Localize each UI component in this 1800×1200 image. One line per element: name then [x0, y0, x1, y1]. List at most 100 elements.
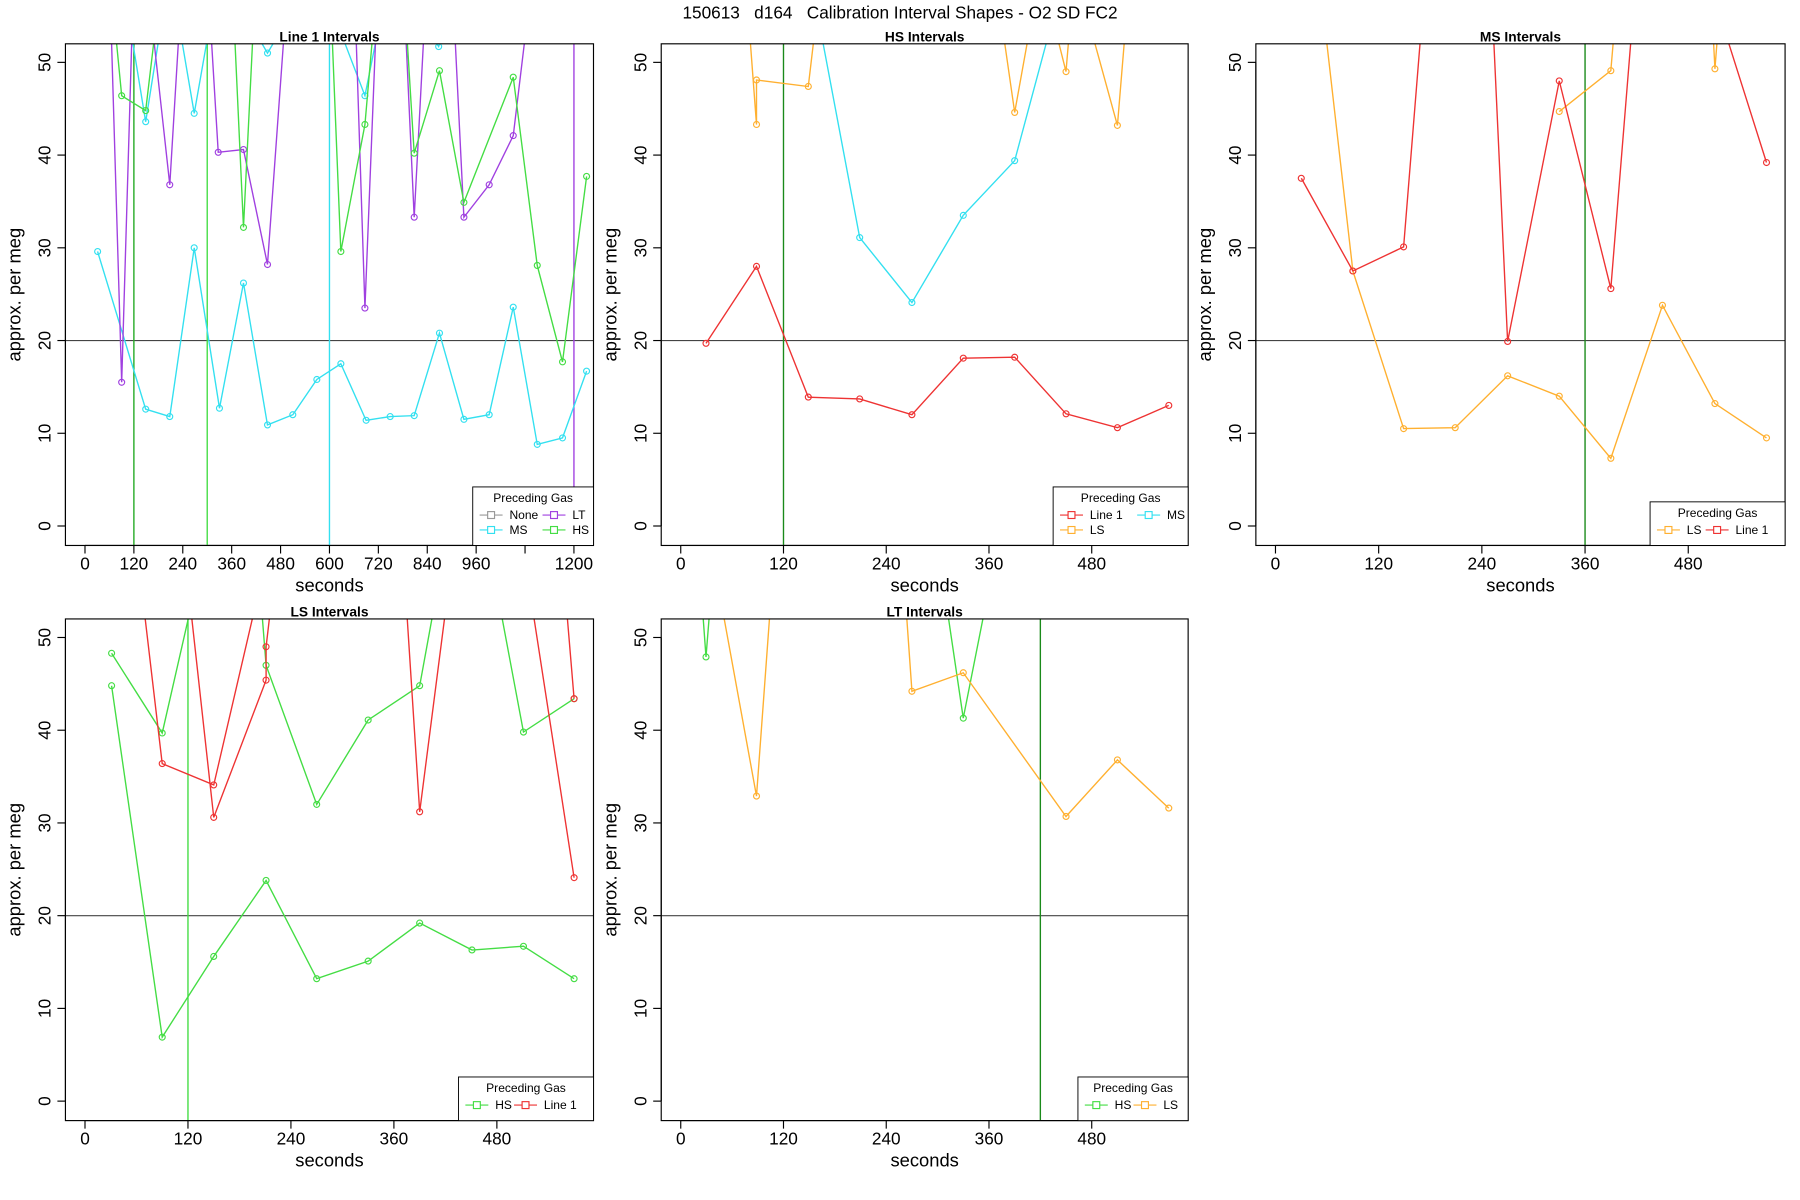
legend-label: LT	[572, 508, 586, 522]
panel: LS Intervals seconds approx. per meg 0 120 24…	[4, 605, 595, 1171]
data-point	[702, 339, 710, 347]
data-point	[485, 411, 493, 419]
legend-box	[1052, 486, 1189, 546]
y-tick-label: 20	[35, 331, 55, 350]
data-point	[558, 358, 567, 366]
data-point	[313, 800, 321, 808]
data-point	[804, 82, 812, 91]
data-point	[214, 148, 222, 156]
legend-box	[458, 1076, 594, 1122]
legend-label: Line 1	[1090, 508, 1123, 522]
data-point	[289, 411, 297, 419]
data-point	[410, 412, 418, 420]
x-tick-label: 240	[872, 554, 901, 574]
panel: HS Intervals seconds approx. per meg 0 120 24…	[599, 30, 1189, 595]
data-point	[362, 416, 370, 424]
data-point	[435, 67, 444, 75]
data-point	[583, 172, 591, 180]
series-line	[705, 264, 1170, 429]
series-line	[1326, 43, 1767, 460]
data-point	[1011, 353, 1019, 361]
data-point	[1607, 454, 1615, 462]
data-point	[416, 682, 424, 690]
data-point	[1062, 410, 1070, 418]
y-tick-label: 20	[1225, 331, 1245, 350]
x-tick-label: 480	[266, 554, 295, 574]
x-tick-label: 120	[174, 1129, 203, 1149]
data-point	[262, 676, 270, 684]
data-point	[1113, 424, 1121, 432]
data-point	[1349, 267, 1357, 275]
x-tick-label: 240	[1468, 554, 1497, 574]
x-tick-label: 360	[380, 1129, 409, 1149]
y-tick-label: 40	[630, 721, 650, 740]
data-point	[1607, 285, 1615, 293]
data-point	[337, 247, 345, 256]
x-tick-label: 360	[1571, 554, 1600, 574]
y-axis-label: approx. per meg	[4, 803, 25, 937]
series-line	[1300, 43, 1768, 342]
data-point	[533, 261, 541, 269]
data-point	[959, 354, 967, 362]
x-tick-label: 480	[1077, 1129, 1106, 1149]
data-point	[313, 975, 321, 983]
legend-box	[1649, 501, 1786, 546]
y-tick-label: 30	[1225, 238, 1245, 257]
series-line	[110, 43, 525, 383]
legend-label: LS	[1090, 523, 1105, 537]
legend-title: Preceding Gas	[1081, 491, 1161, 505]
data-point	[908, 411, 916, 419]
data-point	[142, 118, 150, 126]
x-tick-label: 600	[315, 554, 344, 574]
x-tick-label: 360	[975, 554, 1004, 574]
data-point	[752, 120, 761, 129]
legend-marker	[549, 511, 559, 520]
data-point	[190, 244, 198, 252]
data-point	[1711, 65, 1719, 73]
series-line	[702, 618, 984, 719]
data-point	[1062, 68, 1070, 76]
data-point	[1504, 337, 1512, 346]
data-point	[519, 942, 528, 950]
legend-label: Line 1	[544, 1098, 577, 1112]
data-point	[1555, 77, 1563, 85]
legend-label: Line 1	[1735, 523, 1768, 537]
data-point	[364, 957, 372, 965]
data-point	[959, 669, 967, 677]
x-tick-label: 720	[364, 554, 393, 574]
plot-frame	[64, 43, 595, 547]
series-line	[749, 43, 1125, 126]
x-tick-label: 120	[1364, 554, 1393, 574]
y-axis-label: approx. per meg	[599, 228, 620, 362]
series-line	[96, 43, 588, 446]
data-point	[108, 649, 116, 657]
x-tick-label: 840	[413, 554, 442, 574]
data-point	[108, 682, 116, 690]
legend-marker	[1144, 511, 1153, 520]
x-tick-label: 120	[769, 1129, 798, 1149]
data-point	[435, 43, 443, 51]
figure-title: 150613 d164 Calibration Interval Shapes …	[682, 3, 1117, 23]
y-tick-label: 30	[35, 813, 55, 832]
legend-label: HS	[495, 1098, 512, 1112]
x-tick-label: 0	[80, 554, 90, 574]
data-point	[908, 687, 916, 695]
panel-title: LS Intervals	[290, 605, 368, 620]
legend-marker	[472, 1101, 481, 1110]
data-point	[959, 211, 967, 219]
data-point	[361, 120, 369, 129]
legend-marker	[1067, 525, 1076, 534]
data-point	[435, 329, 444, 337]
x-axis-label: seconds	[890, 1150, 958, 1171]
data-point	[570, 874, 578, 882]
x-axis-label: seconds	[295, 1150, 363, 1171]
y-tick-label: 10	[35, 424, 55, 443]
plot-area	[94, 43, 591, 448]
data-point	[460, 415, 468, 423]
data-point	[856, 395, 864, 403]
data-point	[570, 975, 578, 983]
x-tick-label: 0	[676, 554, 686, 574]
y-tick-label: 40	[630, 146, 650, 165]
legend-title: Preceding Gas	[493, 491, 573, 505]
